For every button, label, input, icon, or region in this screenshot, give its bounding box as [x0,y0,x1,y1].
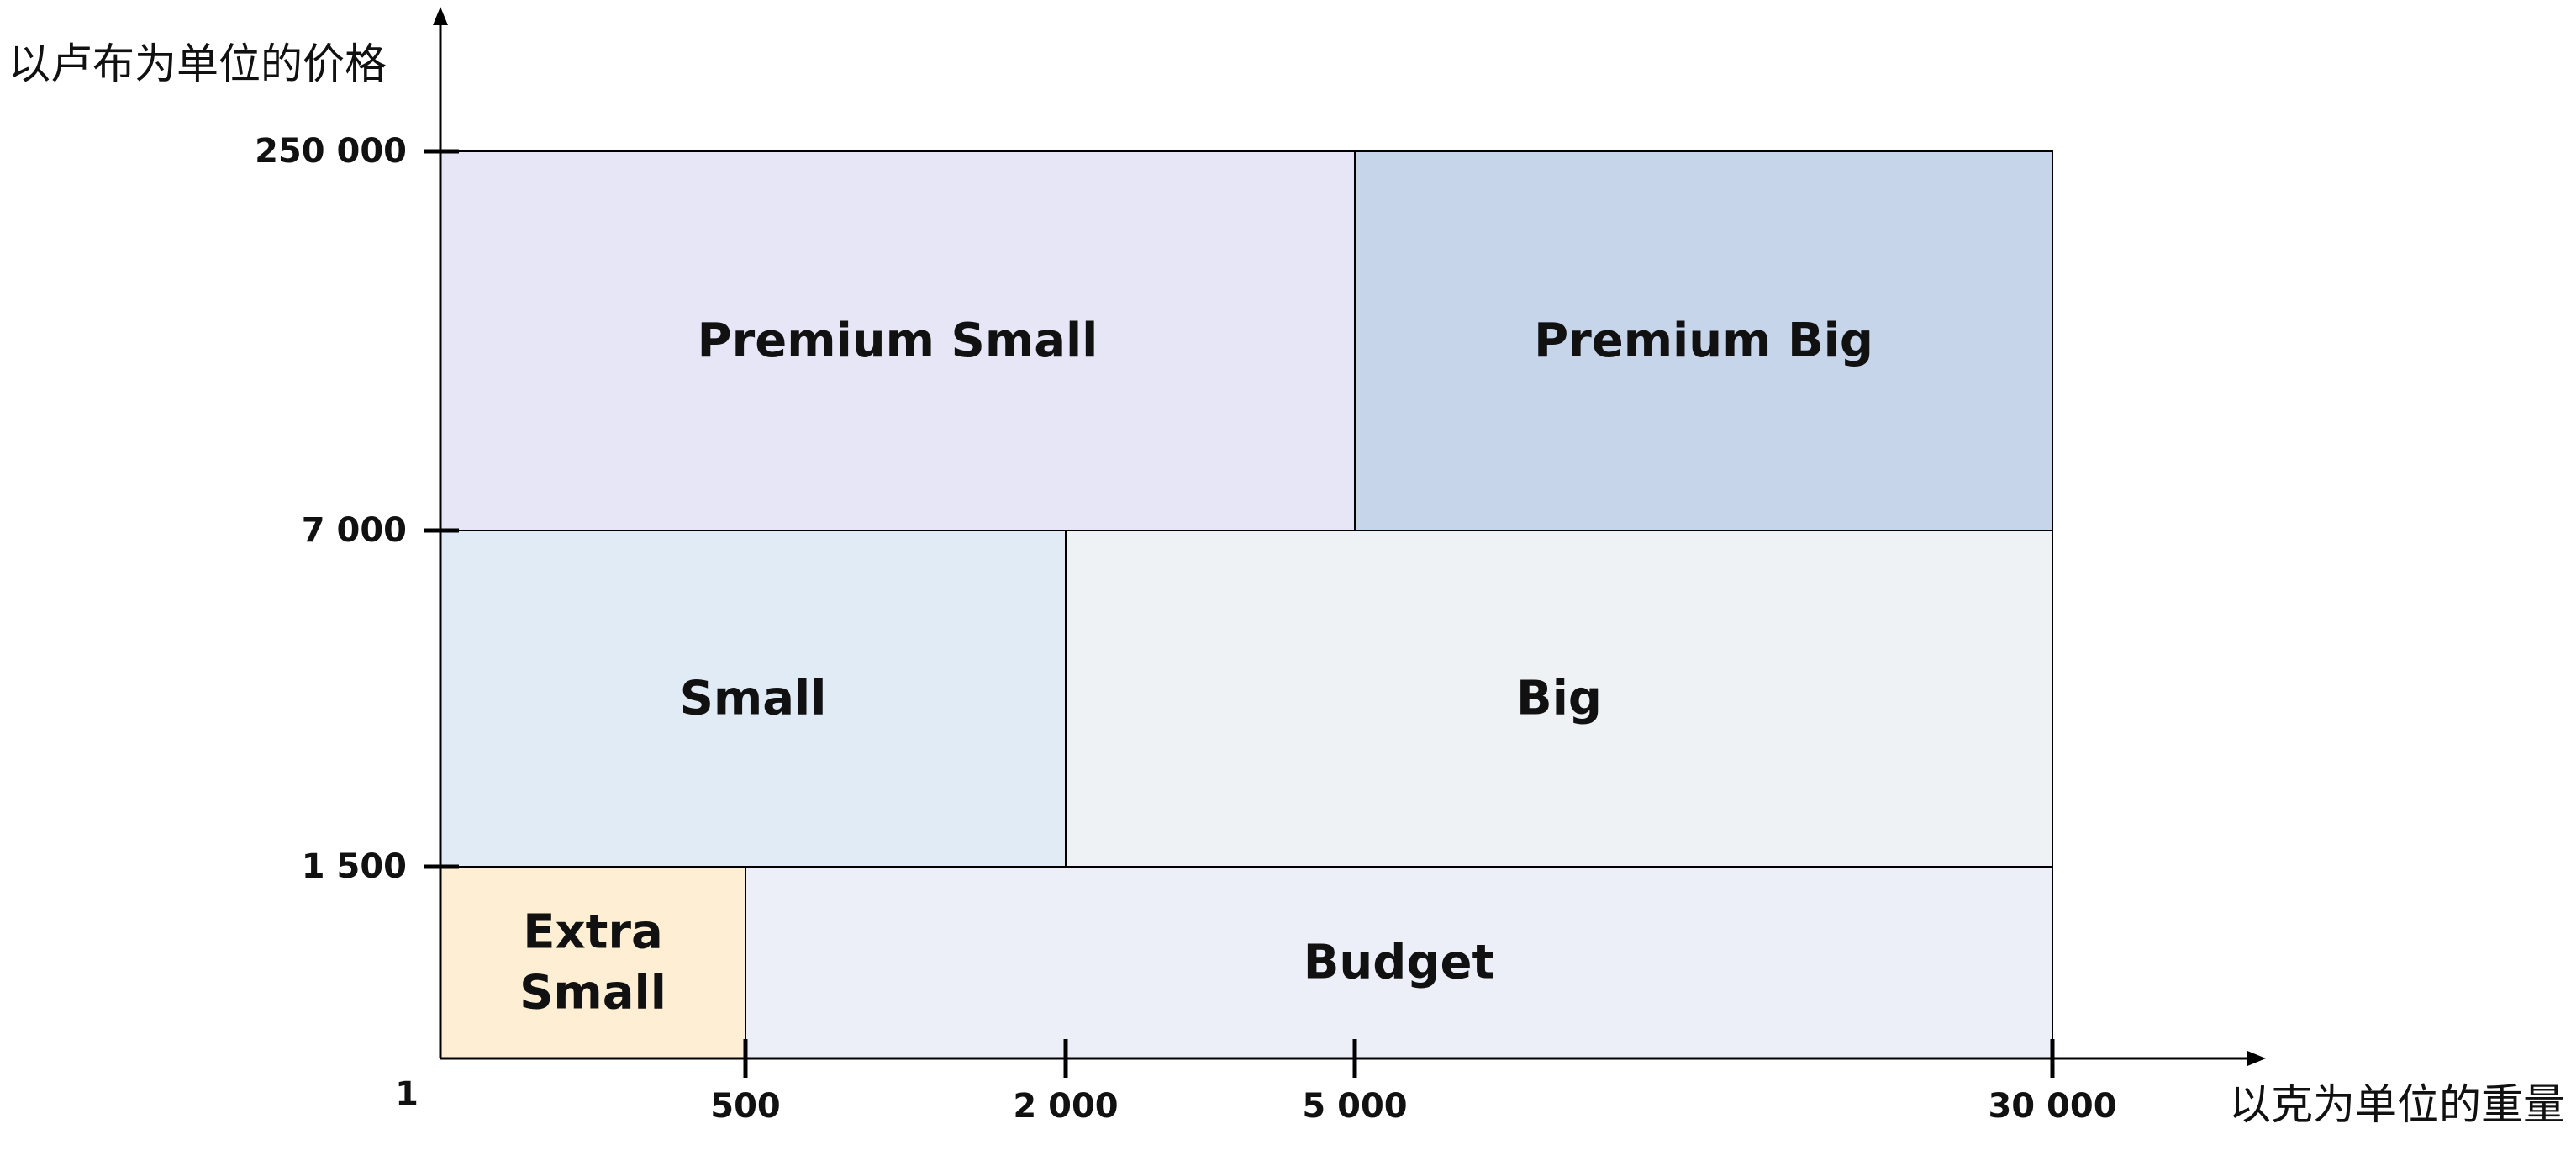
y-tick-label: 250 000 [255,132,407,171]
segment-premium-small: Premium Small [440,150,1356,531]
segment-extra-small: Extra Small [440,866,746,1059]
x-tick-label: 5 000 [1302,1087,1407,1126]
segment-small-area [440,530,1067,868]
segment-premium-small-area [440,150,1356,531]
segment-small-label: Small [680,672,827,726]
segment-budget: Budget [745,866,2053,1059]
y-axis-arrow-icon [433,7,448,25]
segment-extra-small-area [440,866,746,1059]
segment-budget-label: Budget [1304,936,1494,990]
origin-label: 1 [395,1075,419,1114]
segment-big-label: Big [1516,672,1602,726]
x-tick-label: 500 [710,1087,781,1126]
segment-extra-small-label: Extra [523,905,663,960]
y-tick-label: 1 500 [302,847,407,886]
y-axis-title: 以卢布为单位的价格 [8,40,387,88]
segment-premium-small-label: Premium Small [698,314,1098,368]
segment-big: Big [1065,530,2053,868]
segment-extra-small-label: Small [519,966,666,1021]
segment-premium-big-label: Premium Big [1534,314,1873,368]
axis-labels-layer: 250 000 7 000 1 500 500 2 000 5 000 30 000 1 以卢布… [8,40,2565,1129]
x-axis-arrow-icon [2247,1051,2266,1066]
segment-budget-area [745,866,2053,1059]
segment-premium-big-area [1354,150,2053,531]
x-tick-label: 30 000 [1988,1087,2116,1126]
x-tick-label: 2 000 [1013,1087,1118,1126]
segment-premium-big: Premium Big [1354,150,2053,531]
axes-layer [424,7,2266,1078]
segment-small: Small [440,530,1067,868]
segment-big-area [1065,530,2053,868]
segments-layer: Premium Small Premium Big Small Big Extra Sma… [440,150,2053,1059]
y-tick-label: 7 000 [302,511,407,550]
x-axis-title: 以克为单位的重量 [2229,1080,2565,1129]
